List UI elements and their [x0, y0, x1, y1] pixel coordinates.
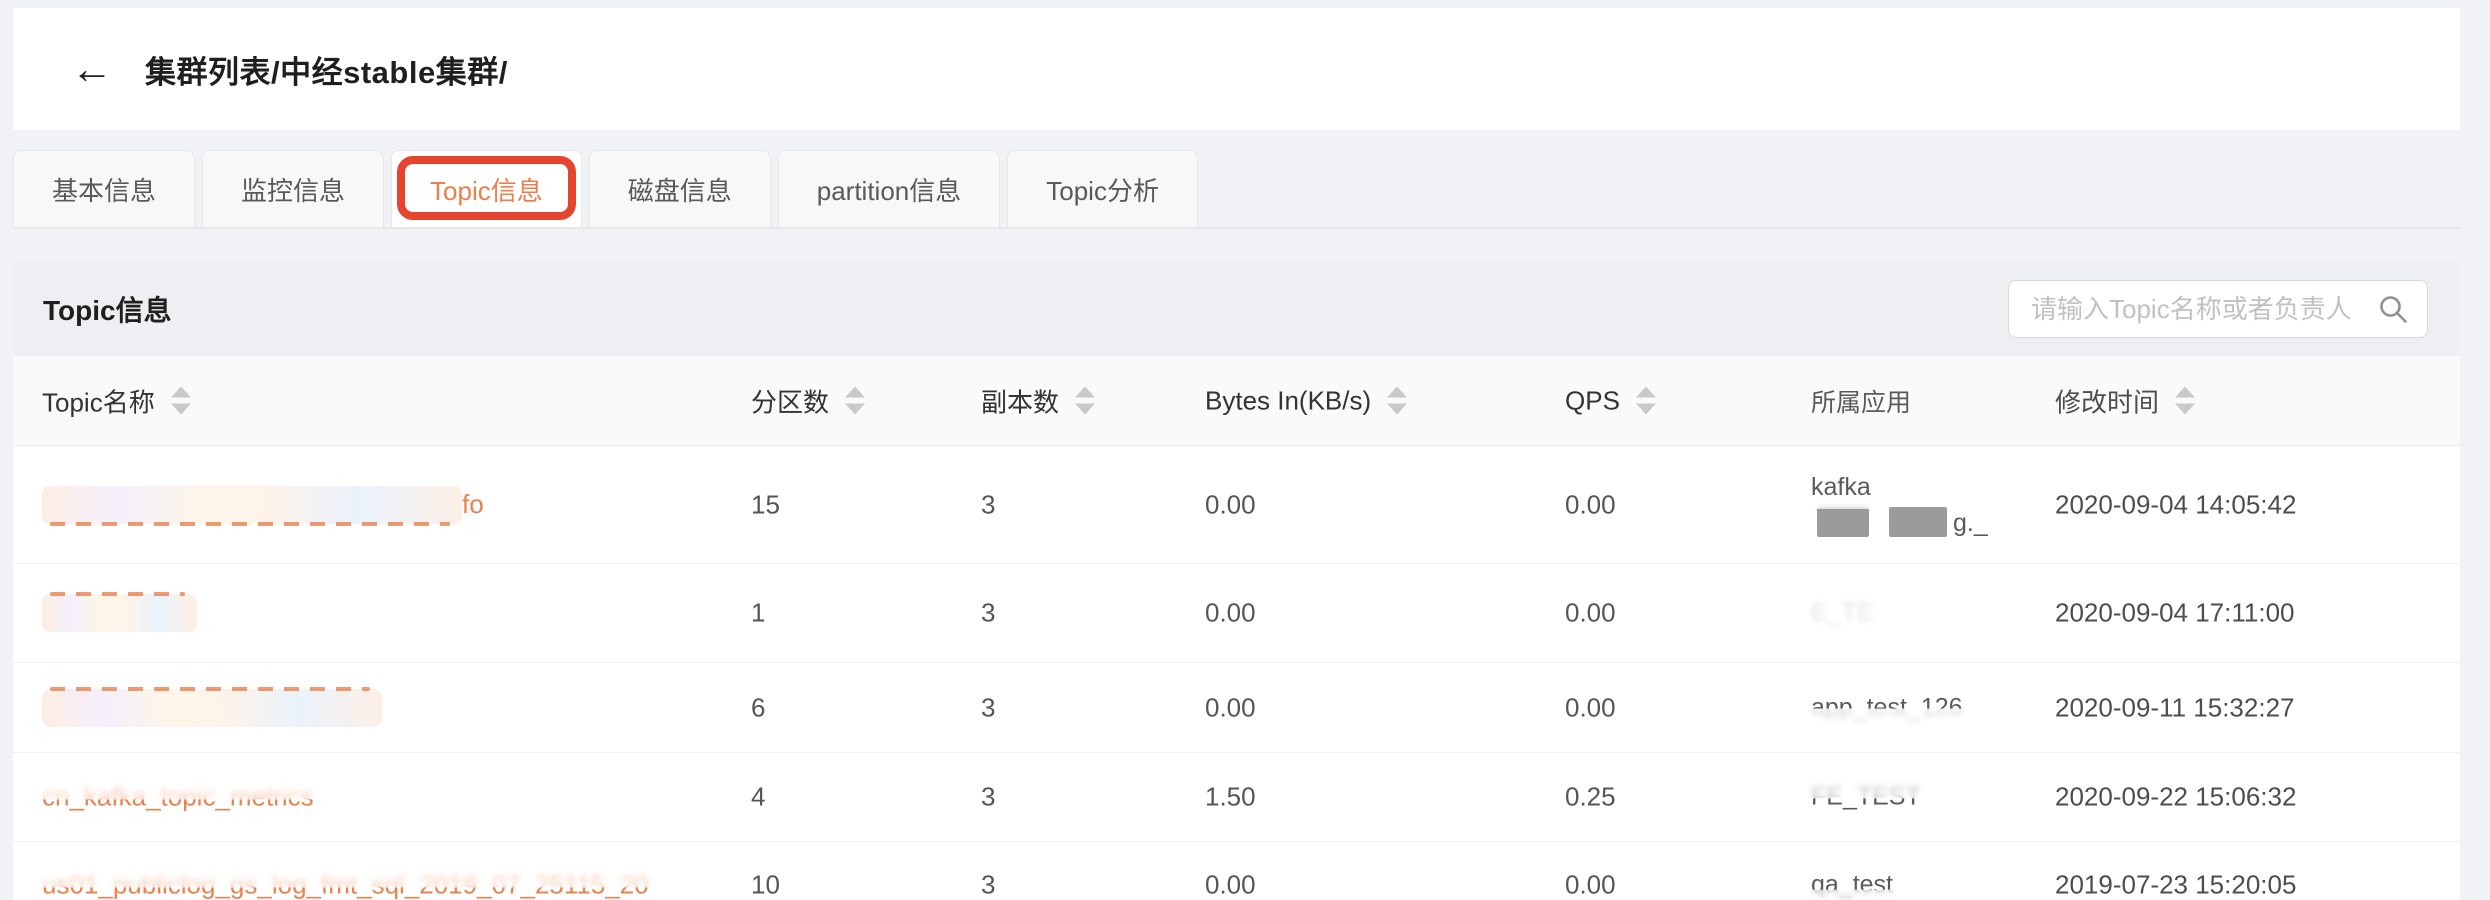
column-header-app: 所属应用 [1811, 383, 1911, 419]
column-header-qps[interactable]: QPS [1565, 385, 1656, 416]
app-name: E_TE [1811, 598, 1874, 627]
bytes-in-cell: 0.00 [1205, 869, 1256, 900]
column-header-modified-time[interactable]: 修改时间 [2055, 382, 2196, 419]
tab-label: Topic信息 [430, 175, 543, 206]
sort-icon[interactable] [845, 386, 866, 415]
tab-monitor-info[interactable]: 监控信息 [202, 150, 385, 228]
modified-time-cell: 2020-09-04 17:11:00 [2055, 597, 2295, 628]
sort-icon[interactable] [170, 386, 191, 415]
modified-time-cell: 2019-07-23 15:20:05 [2055, 869, 2297, 900]
qps-cell: 0.25 [1565, 781, 1616, 812]
column-label: Bytes In(KB/s) [1205, 385, 1372, 415]
column-label: 分区数 [751, 387, 830, 417]
tab-topic-analysis[interactable]: Topic分析 [1007, 150, 1198, 228]
replicas-cell: 3 [981, 781, 996, 812]
sort-icon[interactable] [1635, 386, 1656, 415]
sort-icon[interactable] [1075, 386, 1096, 415]
qps-cell: 0.00 [1565, 489, 1616, 519]
table-row: 6 3 0.00 0.00 app_test_126 2020-09-11 15… [13, 663, 2460, 753]
column-header-partitions[interactable]: 分区数 [751, 382, 866, 419]
panel-title: Topic信息 [43, 295, 172, 326]
app-name: kafka [1811, 472, 1871, 501]
redaction-smear [42, 592, 197, 632]
redaction-block [1817, 506, 1869, 537]
replicas-cell: 3 [981, 869, 996, 900]
topic-name-cell: fo [42, 485, 484, 526]
tab-disk-info[interactable]: 磁盘信息 [588, 150, 771, 228]
sort-icon[interactable] [1387, 386, 1408, 415]
page-header: ← 集群列表/中经stable集群/ [13, 8, 2460, 130]
topic-name-cell: cn_kafka_topic_metrics [36, 779, 320, 813]
app-cell: E_TE [1805, 594, 1880, 632]
modified-time-cell: 2020-09-22 15:06:32 [2055, 781, 2297, 812]
topic-search-box[interactable] [2008, 280, 2428, 338]
search-icon[interactable] [2377, 293, 2409, 325]
column-label: 副本数 [981, 387, 1060, 417]
tab-label: partition信息 [816, 175, 962, 206]
column-label: Topic名称 [42, 387, 155, 417]
panel-header: Topic信息 [13, 262, 2460, 356]
replicas-cell: 3 [981, 692, 996, 722]
breadcrumb: 集群列表/中经stable集群/ [145, 54, 508, 90]
bytes-in-cell: 1.50 [1205, 781, 1256, 812]
table-row: cn_kafka_topic_metrics 4 3 1.50 0.25 FE_… [13, 753, 2460, 842]
replicas-cell: 3 [981, 489, 996, 519]
column-header-topic-name[interactable]: Topic名称 [42, 382, 191, 419]
table-row: us01_publiclog_gs_log_fmt_sql_2019_07_25… [13, 842, 2460, 900]
cluster-tab-bar: 基本信息 监控信息 Topic信息 磁盘信息 partition信息 Topic… [13, 150, 1198, 228]
topic-name-cell: us01_publiclog_gs_log_fmt_sql_2019_07_25… [36, 867, 655, 900]
tab-basic-info[interactable]: 基本信息 [13, 150, 196, 228]
app-cell: FE_TEST [1807, 780, 1925, 812]
partitions-cell: 1 [751, 597, 766, 628]
search-input[interactable] [2031, 293, 2377, 325]
bytes-in-cell: 0.00 [1205, 692, 1256, 722]
tab-label: 监控信息 [241, 175, 346, 206]
sort-icon[interactable] [2175, 386, 2196, 415]
app-cell: qa_test [1807, 870, 1898, 900]
column-label: 所属应用 [1811, 388, 1912, 417]
tab-label: 基本信息 [52, 175, 157, 206]
topic-info-panel: Topic信息 Topic名称 分区数 副本数 Bytes In(KB/s) [13, 262, 2460, 900]
app-cell: kafka g._ [1807, 469, 1988, 541]
partitions-cell: 15 [751, 489, 780, 519]
app-name-fragment: g._ [1953, 508, 1988, 537]
bytes-in-cell: 0.00 [1205, 489, 1256, 519]
partitions-cell: 10 [751, 869, 780, 900]
modified-time-cell: 2020-09-04 14:05:42 [2055, 489, 2297, 519]
partitions-cell: 6 [751, 692, 766, 722]
tab-label: 磁盘信息 [627, 175, 732, 206]
modified-time-cell: 2020-09-11 15:32:27 [2055, 692, 2295, 722]
column-label: QPS [1565, 385, 1620, 415]
app-cell: app_test_126 [1807, 693, 2017, 726]
replicas-cell: 3 [981, 597, 996, 628]
redaction-smear [42, 485, 462, 526]
qps-cell: 0.00 [1565, 869, 1616, 900]
redaction-smear [42, 686, 382, 727]
qps-cell: 0.00 [1565, 597, 1616, 628]
tab-label: Topic分析 [1046, 175, 1159, 206]
topic-link[interactable]: us01_publiclog_gs_log_fmt_sql_2019_07_25… [42, 869, 649, 900]
topic-link[interactable]: cn_kafka_topic_metrics [42, 781, 314, 812]
back-arrow-icon[interactable]: ← [71, 45, 113, 92]
tab-partition-info[interactable]: partition信息 [777, 150, 1001, 228]
app-name: FE_TEST [1811, 782, 1921, 811]
redaction-block [1889, 506, 1947, 537]
column-label: 修改时间 [2055, 387, 2160, 417]
column-header-replicas[interactable]: 副本数 [981, 382, 1096, 419]
table-row: fo 15 3 0.00 0.00 kafka g._ 2020-09-04 1… [13, 446, 2460, 564]
column-header-bytes-in[interactable]: Bytes In(KB/s) [1205, 385, 1408, 416]
qps-cell: 0.00 [1565, 692, 1616, 722]
table-header-row: Topic名称 分区数 副本数 Bytes In(KB/s) QPS 所属应用 … [13, 356, 2460, 446]
table-row: 1 3 0.00 0.00 E_TE 2020-09-04 17:11:00 [13, 564, 2460, 663]
tab-topic-info[interactable]: Topic信息 [391, 150, 582, 228]
bytes-in-cell: 0.00 [1205, 597, 1256, 628]
app-name: qa_test [1811, 870, 1894, 899]
tab-bar-divider [13, 227, 2460, 229]
topic-name-cell [42, 686, 382, 727]
topic-name-cell [42, 592, 197, 632]
partitions-cell: 4 [751, 781, 766, 812]
topic-link[interactable]: fo [462, 488, 484, 519]
app-name: app_test_126 [1811, 693, 1963, 721]
